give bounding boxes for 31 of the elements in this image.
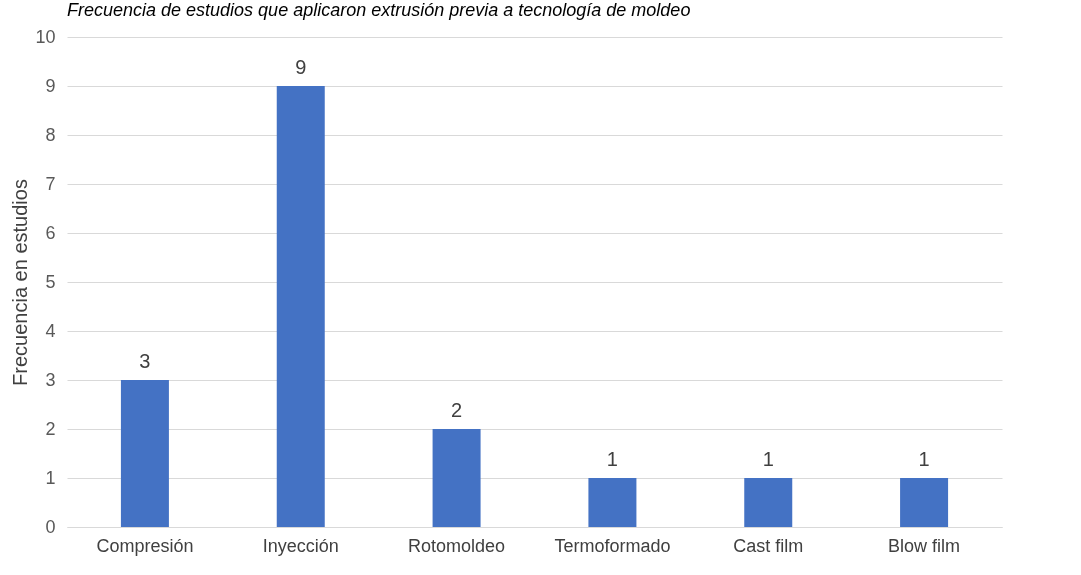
x-tick-label: Termoformado bbox=[554, 535, 671, 556]
y-tick-label: 3 bbox=[45, 369, 56, 390]
y-tick-label: 8 bbox=[45, 124, 56, 145]
bar bbox=[588, 478, 637, 527]
bar bbox=[276, 86, 325, 527]
x-tick-label: Cast film bbox=[733, 535, 804, 556]
bar bbox=[120, 380, 169, 527]
bar bbox=[432, 429, 481, 527]
y-tick-label: 5 bbox=[45, 271, 56, 292]
x-tick-label: Blow film bbox=[888, 535, 961, 556]
y-tick-label: 6 bbox=[45, 222, 56, 243]
data-label: 1 bbox=[606, 448, 618, 470]
data-label: 9 bbox=[295, 56, 307, 78]
y-tick-label: 1 bbox=[45, 467, 56, 488]
y-tick-label: 7 bbox=[45, 173, 56, 194]
y-tick-label: 10 bbox=[35, 26, 56, 47]
chart-title: Frecuencia de estudios que aplicaron extrusión previa a tecnología de moldeo bbox=[67, 0, 691, 20]
y-tick-label: 9 bbox=[45, 75, 56, 96]
bar bbox=[900, 478, 949, 527]
bar bbox=[744, 478, 793, 527]
x-tick-label: Inyección bbox=[262, 535, 339, 556]
data-label: 2 bbox=[451, 399, 463, 421]
y-tick-label: 2 bbox=[45, 418, 56, 439]
data-label: 1 bbox=[918, 448, 930, 470]
y-tick-label: 0 bbox=[45, 516, 56, 537]
x-tick-label: Compresión bbox=[96, 535, 194, 556]
y-tick-label: 4 bbox=[45, 320, 56, 341]
y-axis-title: Frecuencia en estudios bbox=[9, 179, 32, 386]
data-label: 1 bbox=[762, 448, 774, 470]
data-label: 3 bbox=[139, 350, 151, 372]
x-tick-label: Rotomoldeo bbox=[408, 535, 506, 556]
